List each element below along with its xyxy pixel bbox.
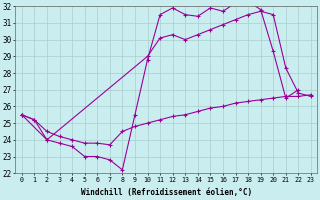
X-axis label: Windchill (Refroidissement éolien,°C): Windchill (Refroidissement éolien,°C): [81, 188, 252, 197]
